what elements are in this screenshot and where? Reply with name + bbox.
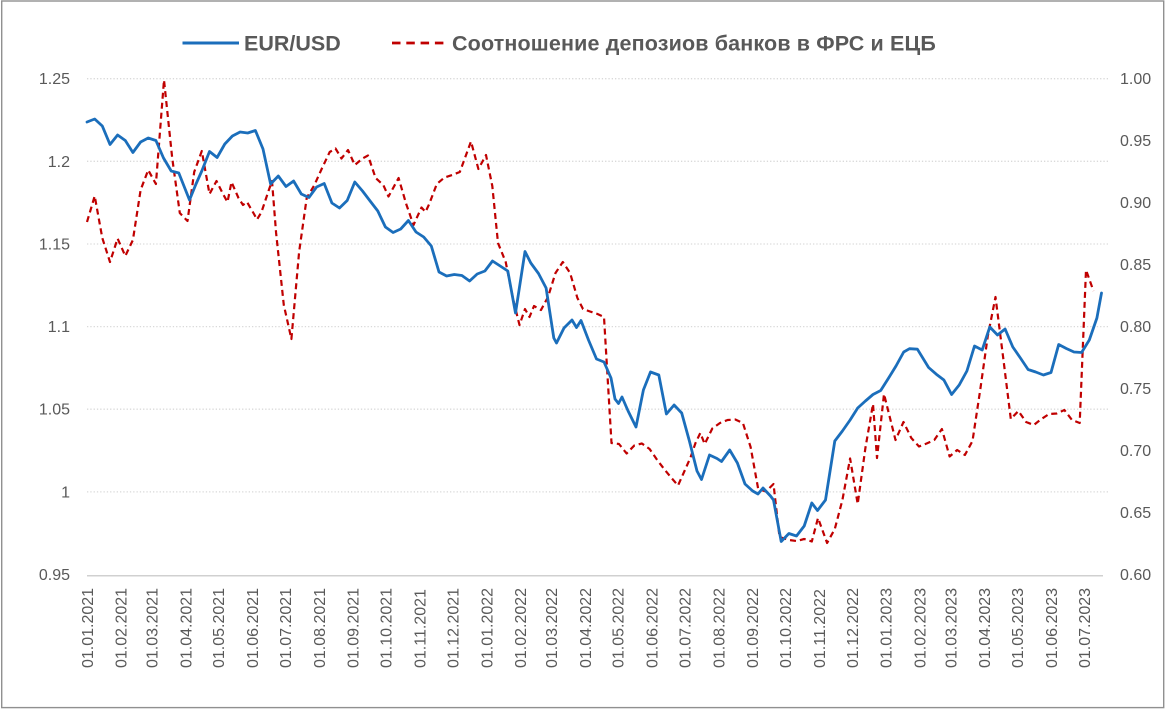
svg-text:01.05.2023: 01.05.2023	[1010, 588, 1027, 668]
svg-text:01.10.2022: 01.10.2022	[778, 588, 795, 668]
svg-text:01.05.2021: 01.05.2021	[211, 588, 228, 668]
svg-text:0.85: 0.85	[1120, 257, 1151, 274]
svg-text:01.08.2022: 01.08.2022	[711, 588, 728, 668]
svg-text:Соотношение депозиов банков в: Соотношение депозиов банков в ФРС и ЕЦБ	[452, 32, 936, 56]
svg-text:1.25: 1.25	[39, 71, 70, 88]
svg-text:01.09.2021: 01.09.2021	[346, 588, 363, 668]
svg-text:01.06.2022: 01.06.2022	[645, 588, 662, 668]
svg-text:01.01.2021: 01.01.2021	[80, 588, 97, 668]
svg-text:01.08.2021: 01.08.2021	[312, 588, 329, 668]
svg-text:01.04.2022: 01.04.2022	[578, 588, 595, 668]
svg-text:0.95: 0.95	[39, 567, 70, 584]
svg-text:01.04.2023: 01.04.2023	[977, 588, 994, 668]
svg-text:01.10.2021: 01.10.2021	[379, 588, 396, 668]
svg-text:01.02.2022: 01.02.2022	[513, 588, 530, 668]
svg-text:01.04.2021: 01.04.2021	[178, 588, 195, 668]
svg-text:1.15: 1.15	[39, 237, 70, 254]
svg-text:1: 1	[61, 484, 70, 501]
svg-text:0.80: 0.80	[1120, 319, 1151, 336]
svg-text:01.11.2022: 01.11.2022	[812, 589, 829, 668]
svg-text:0.60: 0.60	[1120, 567, 1151, 584]
svg-text:01.09.2022: 01.09.2022	[745, 588, 762, 668]
svg-text:01.03.2023: 01.03.2023	[943, 588, 960, 668]
svg-text:01.07.2023: 01.07.2023	[1077, 588, 1094, 668]
svg-text:0.95: 0.95	[1120, 133, 1151, 150]
svg-text:01.03.2021: 01.03.2021	[144, 588, 161, 668]
svg-text:01.07.2021: 01.07.2021	[278, 588, 295, 668]
svg-text:EUR/USD: EUR/USD	[244, 32, 341, 56]
svg-text:1.1: 1.1	[48, 319, 70, 336]
svg-text:01.07.2022: 01.07.2022	[677, 588, 694, 668]
svg-text:01.01.2022: 01.01.2022	[479, 588, 496, 668]
svg-text:0.70: 0.70	[1120, 443, 1151, 460]
svg-text:01.02.2023: 01.02.2023	[913, 588, 930, 668]
svg-text:01.06.2023: 01.06.2023	[1044, 588, 1061, 668]
svg-text:01.03.2022: 01.03.2022	[544, 588, 561, 668]
svg-text:01.06.2021: 01.06.2021	[245, 588, 262, 668]
svg-text:01.02.2021: 01.02.2021	[114, 588, 131, 668]
svg-text:01.05.2022: 01.05.2022	[611, 588, 628, 668]
svg-text:01.12.2021: 01.12.2021	[445, 588, 462, 668]
svg-text:1.00: 1.00	[1120, 71, 1151, 88]
svg-text:0.90: 0.90	[1120, 195, 1151, 212]
svg-text:1.2: 1.2	[48, 154, 70, 171]
svg-text:01.12.2022: 01.12.2022	[845, 588, 862, 668]
svg-text:0.65: 0.65	[1120, 505, 1151, 522]
svg-text:1.05: 1.05	[39, 402, 70, 419]
svg-text:0.75: 0.75	[1120, 381, 1151, 398]
svg-text:01.01.2023: 01.01.2023	[879, 588, 896, 668]
svg-text:01.11.2021: 01.11.2021	[413, 589, 430, 668]
